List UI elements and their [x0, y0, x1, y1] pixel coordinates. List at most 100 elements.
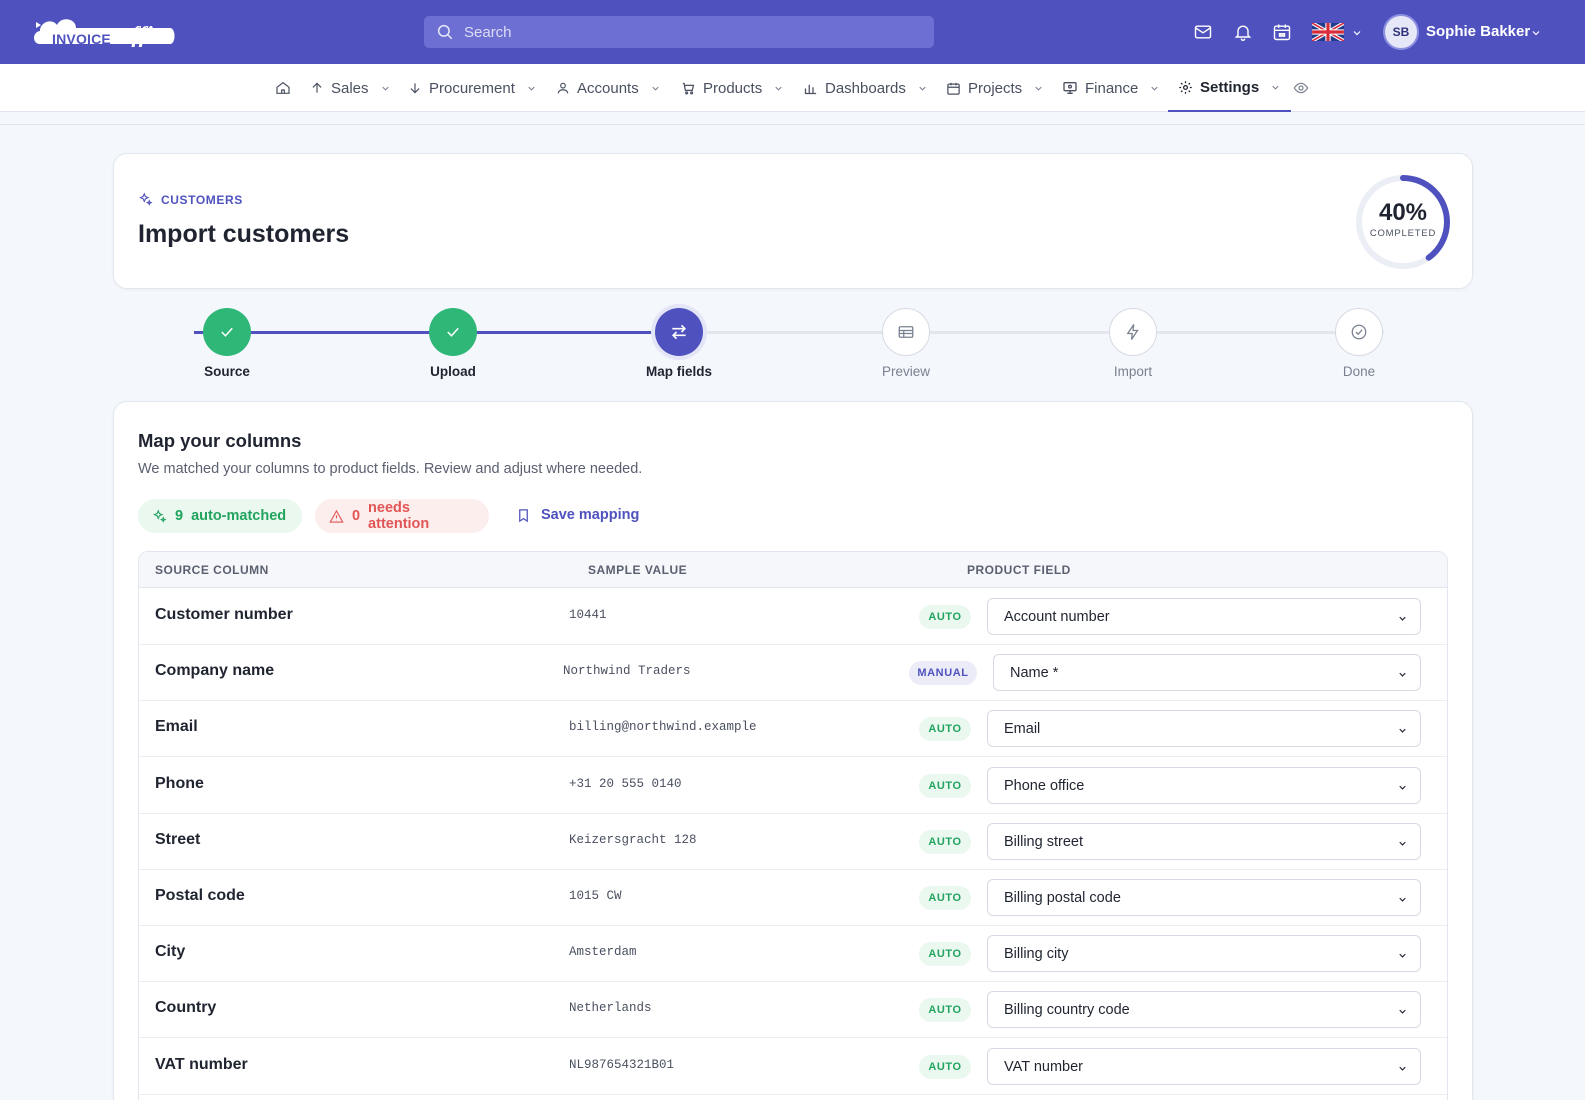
nav-visibility[interactable]	[1293, 64, 1309, 112]
product-field-select[interactable]: Account number	[987, 598, 1421, 635]
match-type-badge: AUTO	[919, 829, 971, 854]
step-label: Source	[204, 364, 250, 379]
progress-arc	[1356, 175, 1450, 269]
nav-label: Sales	[331, 79, 369, 97]
nav-finance[interactable]: Finance	[1062, 64, 1160, 112]
product-field-select[interactable]: Billing street	[987, 822, 1421, 860]
step-source[interactable]	[203, 308, 251, 356]
step-done[interactable]	[1335, 308, 1383, 356]
nav-label: Procurement	[429, 79, 515, 97]
nav-projects[interactable]: Projects	[946, 64, 1044, 112]
map-columns-card: Map your columns We matched your columns…	[113, 401, 1473, 1100]
nav-products[interactable]: Products	[681, 64, 784, 112]
auto-matched-badge[interactable]: 9 auto-matched	[138, 499, 302, 533]
source-column-name: Email	[155, 718, 198, 736]
table-row: Customer number 10441 AUTO Account number	[139, 588, 1447, 645]
step-label: Upload	[430, 364, 476, 379]
nav-home[interactable]	[275, 64, 291, 112]
step-preview[interactable]	[882, 308, 930, 356]
chevron-down-icon	[1035, 86, 1042, 91]
search-input[interactable]	[464, 16, 924, 48]
table-row: City Amsterdam AUTO Billing city	[139, 925, 1447, 983]
chevron-down-icon	[381, 86, 389, 91]
uk-flag-icon[interactable]	[1312, 23, 1344, 41]
table-row: Phone +31 20 555 0140 AUTO Phone office	[139, 757, 1447, 814]
match-type-badge: AUTO	[919, 773, 971, 798]
selected-field: VAT number	[1004, 1058, 1083, 1075]
table-header: SOURCE COLUMN SAMPLE VALUE PRODUCT FIELD	[139, 552, 1447, 588]
nav-label: Dashboards	[825, 79, 906, 97]
product-field-select[interactable]: Email	[987, 710, 1421, 748]
save-mapping-button[interactable]: Save mapping	[516, 507, 639, 523]
mail-icon[interactable]	[1193, 22, 1213, 42]
product-field-select[interactable]: Name *	[993, 654, 1421, 692]
invoice-office-logo[interactable]: INVOICE office	[30, 12, 180, 52]
sample-value: Keizersgracht 128	[569, 832, 697, 847]
nav-procurement[interactable]: Procurement	[408, 64, 537, 112]
table-row: Country Netherlands AUTO Billing country co…	[139, 981, 1447, 1039]
user-name[interactable]: Sophie Bakker	[1426, 23, 1531, 40]
bookmark-icon	[519, 508, 528, 522]
source-column-name: Postal code	[155, 887, 245, 904]
check-icon	[221, 327, 233, 337]
chevron-down-icon	[1151, 86, 1159, 91]
nav-label: Accounts	[577, 79, 639, 97]
bar-chart-icon	[804, 84, 817, 94]
eye-icon	[1293, 82, 1309, 94]
product-field-select[interactable]: Billing country code	[987, 991, 1421, 1029]
product-field-select[interactable]: Billing city	[987, 935, 1421, 973]
chevron-down-icon	[1399, 672, 1406, 677]
source-column-name: Company name	[155, 662, 275, 680]
chevron-down-icon	[1399, 841, 1406, 846]
table-row: Street Keizersgracht 128 AUTO Billing stree…	[139, 813, 1447, 870]
step-map-fields[interactable]	[655, 308, 703, 356]
avatar[interactable]: SB	[1383, 14, 1419, 50]
step-import[interactable]	[1109, 308, 1157, 356]
search-box[interactable]	[424, 16, 934, 48]
sample-value: NL987654321B01	[569, 1057, 675, 1072]
table-icon	[898, 326, 914, 338]
match-type-badge: AUTO	[919, 1054, 971, 1079]
table-row: Company name Northwind Traders MANUAL Name …	[139, 644, 1447, 702]
nav-label: Finance	[1085, 79, 1139, 97]
chevron-down-icon	[528, 86, 535, 91]
lightning-icon	[1126, 324, 1139, 340]
source-column-name: VAT number	[155, 1055, 248, 1073]
column-header-field: PRODUCT FIELD	[967, 563, 1071, 577]
needs-attention-badge[interactable]: 0 needs attention	[315, 499, 489, 533]
chevron-down-icon	[1399, 1066, 1406, 1071]
nav-dashboards[interactable]: Dashboards	[803, 64, 928, 112]
section-subtitle: We matched your columns to product field…	[138, 461, 643, 477]
product-field-select[interactable]: Billing postal code	[987, 879, 1421, 916]
match-type-badge: AUTO	[919, 942, 971, 967]
chevron-down-icon	[1399, 953, 1406, 958]
product-field-select[interactable]: Phone office	[987, 766, 1421, 804]
chevron-down-icon	[652, 86, 659, 91]
product-field-select[interactable]: VAT number	[987, 1047, 1421, 1085]
chevron-down-icon[interactable]	[1530, 27, 1542, 39]
page-title: Import customers	[138, 220, 350, 248]
sample-value: Northwind Traders	[563, 664, 691, 679]
check-icon	[447, 327, 459, 337]
cloud-icon	[34, 19, 175, 44]
stepper-track-remaining	[674, 331, 1384, 334]
nav-accounts[interactable]: Accounts	[556, 64, 661, 112]
source-column-name: Customer number	[155, 606, 293, 623]
save-mapping-label: Save mapping	[541, 507, 640, 523]
step-upload[interactable]	[429, 308, 477, 356]
sample-value: +31 20 555 0140	[569, 776, 682, 791]
breadcrumb-label: CUSTOMERS	[161, 192, 243, 207]
match-type-badge: AUTO	[919, 605, 971, 629]
nav-settings[interactable]: Settings	[1168, 64, 1292, 112]
calendar-icon[interactable]	[1272, 22, 1292, 42]
chevron-down-icon	[1399, 616, 1406, 621]
nav-label: Products	[703, 79, 763, 97]
chevron-down-icon[interactable]	[1351, 27, 1363, 39]
sample-value: 10441	[569, 608, 607, 622]
logo-word-invoice: INVOICE	[52, 31, 111, 47]
sparkle-icon	[139, 192, 153, 206]
arrow-down-icon	[410, 83, 420, 94]
bell-icon[interactable]	[1233, 22, 1253, 42]
nav-sales[interactable]: Sales	[310, 64, 391, 112]
chevron-down-icon	[1399, 897, 1406, 902]
